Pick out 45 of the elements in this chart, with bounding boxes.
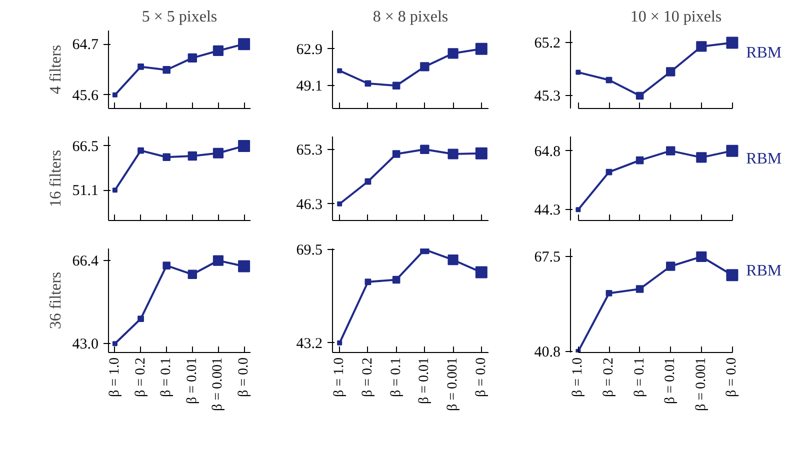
x-tick-label: β = 0.2 xyxy=(360,357,376,398)
x-tick-label: β = 0.001 xyxy=(210,357,226,412)
x-tick-label: β = 0.2 xyxy=(133,357,148,398)
x-tick-label: β = 0.001 xyxy=(446,357,461,412)
x-tick-label: β = 0.001 xyxy=(694,357,709,412)
y-tick-label: 64.8 xyxy=(534,144,560,160)
y-axis-title: 16 filters xyxy=(47,150,64,208)
y-tick-label: 43.2 xyxy=(296,336,322,352)
chart-title: 5 × 5 pixels xyxy=(142,8,218,26)
series-label: RBM xyxy=(746,44,782,62)
y-tick-label: 46.3 xyxy=(296,196,322,213)
x-tick-label: β = 0.01 xyxy=(417,357,432,404)
y-tick-label: 49.1 xyxy=(296,78,322,95)
series-label: RBM xyxy=(746,150,782,168)
y-tick-label: 69.5 xyxy=(296,242,322,259)
x-tick-label: β = 0.0 xyxy=(474,357,489,398)
y-tick-label: 66.4 xyxy=(72,254,99,270)
chart-title: 10 × 10 pixels xyxy=(630,8,722,26)
x-tick-label: β = 0.2 xyxy=(602,357,617,398)
x-tick-label: β = 0.1 xyxy=(159,357,174,398)
y-tick-label: 44.3 xyxy=(534,202,560,219)
x-tick-label: β = 0.01 xyxy=(663,357,678,404)
x-tick-label: β = 0.1 xyxy=(388,357,404,398)
x-tick-label: β = 0.1 xyxy=(632,357,648,398)
y-tick-label: 64.7 xyxy=(72,37,99,54)
y-tick-label: 66.5 xyxy=(72,138,98,155)
x-tick-label: β = 0.01 xyxy=(184,357,200,404)
x-tick-label: β = 1.0 xyxy=(570,357,586,398)
x-tick-label: β = 0.0 xyxy=(724,357,740,398)
y-axis-title: 36 filters xyxy=(47,272,64,330)
y-axis-title: 4 filters xyxy=(47,44,64,94)
y-tick-label: 45.6 xyxy=(72,88,99,104)
series-label: RBM xyxy=(746,262,782,280)
y-tick-label: 51.1 xyxy=(72,183,98,200)
y-tick-label: 43.0 xyxy=(72,336,98,353)
y-tick-label: 40.8 xyxy=(534,344,560,360)
y-tick-label: 45.3 xyxy=(534,88,560,105)
y-tick-label: 65.3 xyxy=(296,142,322,158)
y-tick-label: 62.9 xyxy=(296,42,322,58)
y-tick-label: 67.5 xyxy=(534,250,560,266)
x-tick-label: β = 0.0 xyxy=(236,357,252,398)
x-tick-label: β = 1.0 xyxy=(332,357,348,398)
y-tick-label: 65.2 xyxy=(534,36,560,52)
chart-title: 8 × 8 pixels xyxy=(372,8,448,26)
x-tick-label: β = 1.0 xyxy=(107,357,122,398)
